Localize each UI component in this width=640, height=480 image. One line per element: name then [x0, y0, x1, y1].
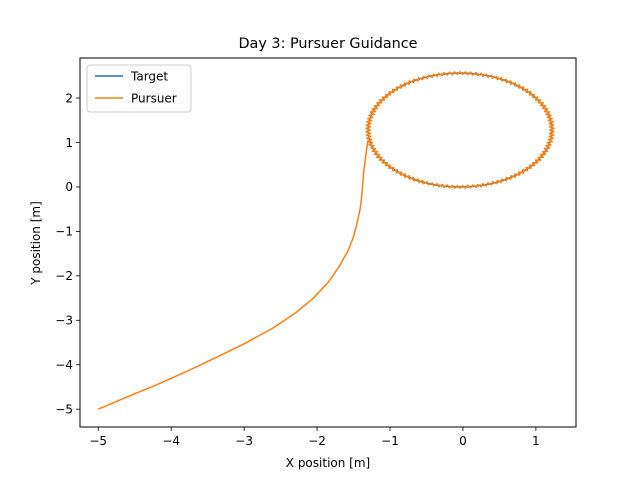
axes-frame [79, 57, 577, 428]
y-tick-label: 2 [65, 91, 73, 105]
legend-label-pursuer: Pursuer [131, 92, 177, 106]
y-tick-label: −3 [55, 314, 73, 328]
y-tick-label: 0 [65, 180, 73, 194]
x-tick-label: −5 [89, 434, 107, 448]
legend: Target Pursuer [86, 64, 192, 113]
legend-label-target: Target [130, 70, 168, 84]
series-pursuer-approach [97, 140, 369, 410]
x-axis-ticks: −5 −4 −3 −2 −1 0 1 [89, 427, 540, 448]
y-tick-label: −4 [55, 358, 73, 372]
y-axis-ticks: −5 −4 −3 −2 −1 0 1 2 [55, 91, 80, 417]
x-tick-label: −4 [162, 434, 180, 448]
y-tick-label: −2 [55, 269, 73, 283]
x-tick-label: −1 [381, 434, 399, 448]
chart-title: Day 3: Pursuer Guidance [238, 36, 417, 52]
x-tick-label: −3 [235, 434, 253, 448]
series-layer [97, 71, 555, 410]
x-axis-label: X position [m] [286, 456, 370, 470]
y-axis-label: Y position [m] [29, 201, 43, 286]
x-tick-label: 1 [532, 434, 540, 448]
y-tick-label: 1 [65, 136, 73, 150]
x-tick-label: −2 [308, 434, 326, 448]
y-tick-label: −1 [55, 225, 73, 239]
x-tick-label: 0 [459, 434, 467, 448]
series-pursuer-orbit [365, 71, 555, 190]
y-tick-label: −5 [55, 403, 73, 417]
